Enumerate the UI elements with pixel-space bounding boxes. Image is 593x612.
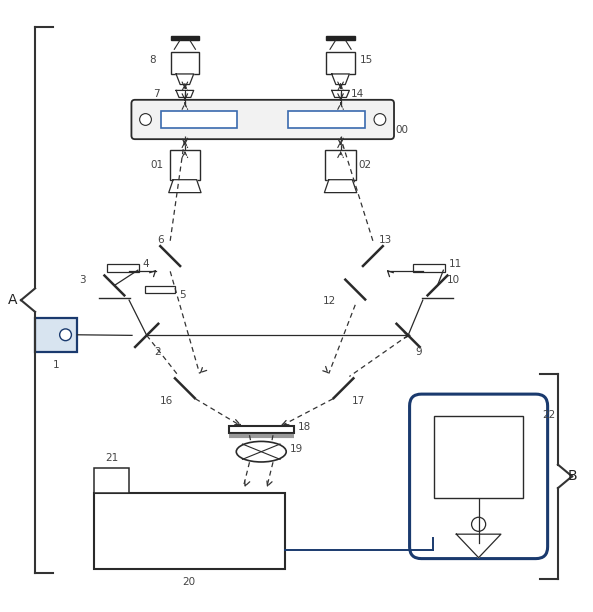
Text: 13: 13 [379,234,392,245]
FancyBboxPatch shape [170,151,200,180]
FancyBboxPatch shape [413,264,445,272]
Ellipse shape [236,441,286,462]
FancyBboxPatch shape [327,51,355,74]
Text: 18: 18 [298,422,311,432]
Text: 20: 20 [183,577,196,587]
Text: A: A [8,293,18,307]
Text: 11: 11 [448,259,461,269]
Text: 12: 12 [323,296,336,306]
Text: B: B [568,469,578,483]
Text: 10: 10 [447,275,460,285]
FancyBboxPatch shape [434,416,523,498]
FancyBboxPatch shape [288,111,365,129]
FancyBboxPatch shape [410,394,547,559]
Text: 15: 15 [359,55,372,65]
Text: 7: 7 [154,89,160,99]
Polygon shape [324,180,357,193]
Text: 00: 00 [395,125,408,135]
FancyBboxPatch shape [171,51,199,74]
FancyBboxPatch shape [145,286,176,293]
Text: 01: 01 [151,160,164,170]
Circle shape [140,114,151,125]
Text: 8: 8 [149,55,156,65]
Text: 16: 16 [160,396,174,406]
FancyBboxPatch shape [94,493,285,569]
FancyBboxPatch shape [229,426,294,433]
Text: 22: 22 [542,409,555,420]
Polygon shape [176,91,194,97]
Circle shape [60,329,71,341]
Circle shape [374,114,386,125]
Text: 21: 21 [105,452,118,463]
Text: 17: 17 [352,396,365,406]
Text: 4: 4 [143,259,149,269]
Polygon shape [327,35,355,40]
Polygon shape [169,180,201,193]
Text: 1: 1 [53,360,59,370]
FancyBboxPatch shape [326,151,356,180]
Text: 02: 02 [359,160,372,170]
FancyBboxPatch shape [35,318,77,352]
FancyBboxPatch shape [94,468,129,493]
FancyBboxPatch shape [161,111,237,129]
Text: 9: 9 [415,347,422,357]
Text: 6: 6 [157,234,164,245]
FancyBboxPatch shape [132,100,394,139]
Text: 19: 19 [289,444,302,453]
Polygon shape [331,91,349,97]
Polygon shape [456,534,501,558]
Text: 3: 3 [79,275,86,285]
Circle shape [471,517,486,531]
Text: 14: 14 [351,89,364,99]
Text: 2: 2 [154,347,160,357]
Polygon shape [331,74,349,84]
Polygon shape [171,35,199,40]
Text: 5: 5 [179,291,186,300]
Polygon shape [176,74,194,84]
FancyBboxPatch shape [107,264,139,272]
